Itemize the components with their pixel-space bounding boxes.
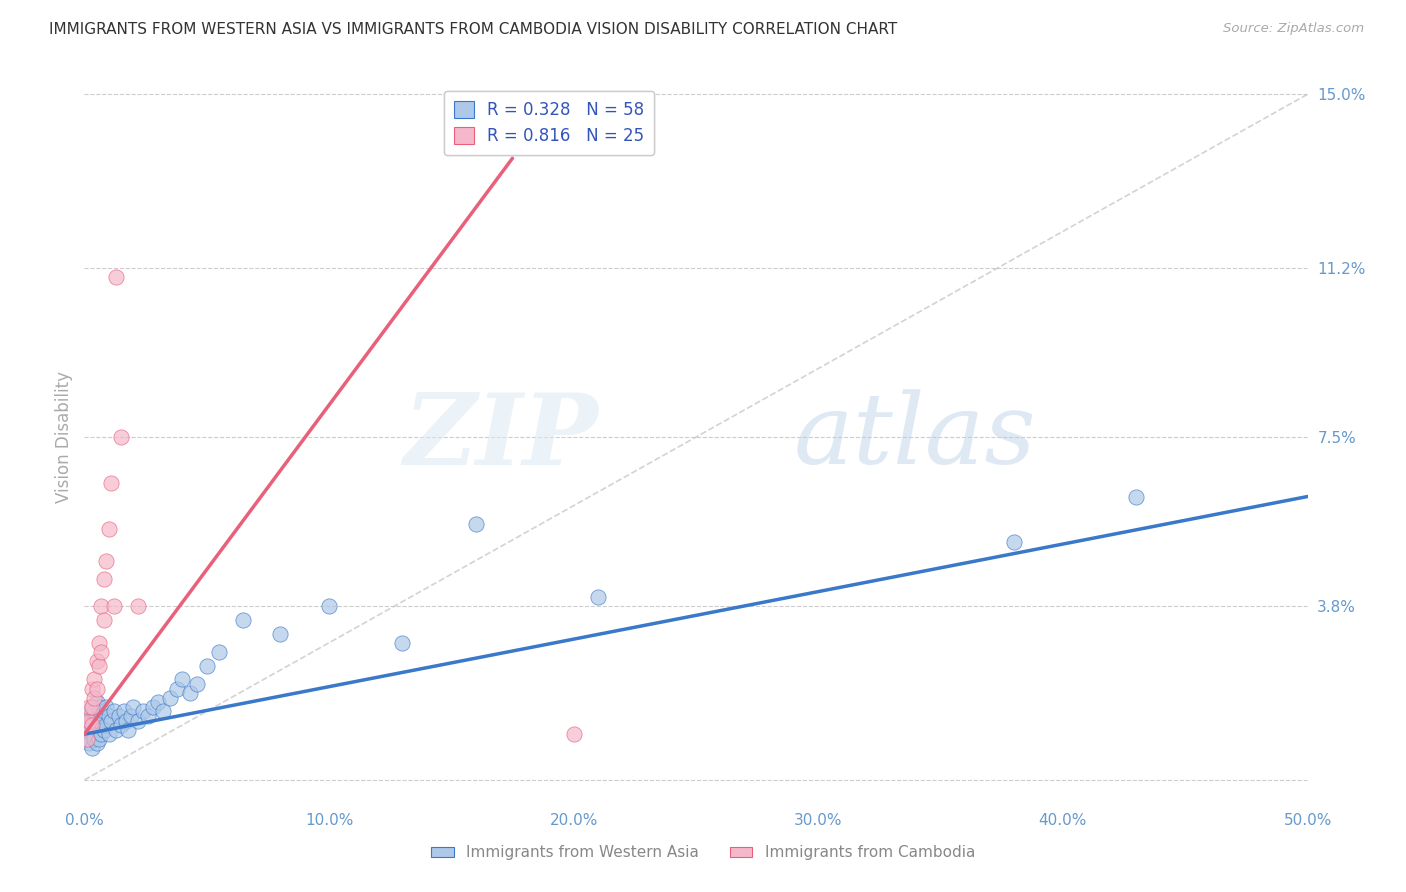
Point — [86, 736, 108, 750]
Point — [80, 718, 103, 732]
Point — [86, 654, 108, 668]
Point — [77, 714, 100, 728]
Y-axis label: Vision Disability: Vision Disability — [55, 371, 73, 503]
Point — [195, 658, 218, 673]
Point — [97, 709, 120, 723]
Point — [83, 690, 105, 705]
Point — [1002, 535, 1025, 549]
Point — [87, 636, 110, 650]
Point — [90, 709, 112, 723]
Point — [464, 516, 486, 531]
Point — [86, 695, 108, 709]
Point — [146, 695, 169, 709]
Point — [93, 613, 115, 627]
Point — [127, 714, 149, 728]
Point — [77, 736, 100, 750]
Point — [110, 430, 132, 444]
Point — [86, 723, 108, 737]
Point — [93, 705, 115, 719]
Point — [115, 714, 138, 728]
Point — [103, 705, 125, 719]
Point — [105, 723, 128, 737]
Point — [76, 731, 98, 746]
Point — [112, 705, 135, 719]
Text: ZIP: ZIP — [404, 389, 598, 485]
Point — [391, 636, 413, 650]
Point — [77, 709, 100, 723]
Point — [87, 699, 110, 714]
Point — [97, 727, 120, 741]
Point — [269, 626, 291, 640]
Point — [136, 709, 159, 723]
Point — [76, 714, 98, 728]
Point — [117, 723, 139, 737]
Point — [80, 714, 103, 728]
Point — [96, 553, 118, 567]
Point — [86, 709, 108, 723]
Point — [120, 709, 142, 723]
Point — [208, 645, 231, 659]
Point — [107, 709, 129, 723]
Point — [132, 705, 155, 719]
Point — [80, 740, 103, 755]
Point — [100, 475, 122, 490]
Point — [97, 521, 120, 535]
Point — [100, 714, 122, 728]
Point — [90, 599, 112, 614]
Point — [586, 590, 609, 604]
Point — [110, 718, 132, 732]
Text: IMMIGRANTS FROM WESTERN ASIA VS IMMIGRANTS FROM CAMBODIA VISION DISABILITY CORRE: IMMIGRANTS FROM WESTERN ASIA VS IMMIGRAN… — [49, 22, 897, 37]
Point — [90, 727, 112, 741]
Point — [83, 673, 105, 687]
Point — [179, 686, 201, 700]
Point — [105, 270, 128, 285]
Point — [76, 718, 98, 732]
Point — [87, 731, 110, 746]
Point — [87, 658, 110, 673]
Text: atlas: atlas — [794, 390, 1036, 484]
Point — [83, 718, 105, 732]
Point — [166, 681, 188, 696]
Point — [93, 572, 115, 586]
Point — [186, 677, 208, 691]
Point — [86, 681, 108, 696]
Point — [76, 731, 98, 746]
Point — [83, 731, 105, 746]
Point — [80, 699, 103, 714]
Point — [87, 714, 110, 728]
Point — [93, 723, 115, 737]
Legend: R = 0.328   N = 58, R = 0.816   N = 25: R = 0.328 N = 58, R = 0.816 N = 25 — [444, 91, 654, 155]
Legend: Immigrants from Western Asia, Immigrants from Cambodia: Immigrants from Western Asia, Immigrants… — [425, 839, 981, 866]
Point — [122, 699, 145, 714]
Point — [80, 727, 103, 741]
Point — [127, 599, 149, 614]
Point — [1125, 490, 1147, 504]
Point — [142, 699, 165, 714]
Point — [90, 645, 112, 659]
Text: Source: ZipAtlas.com: Source: ZipAtlas.com — [1223, 22, 1364, 36]
Point — [96, 699, 118, 714]
Point — [318, 599, 340, 614]
Point — [77, 723, 100, 737]
Point — [96, 718, 118, 732]
Point — [103, 599, 125, 614]
Point — [562, 727, 585, 741]
Point — [83, 705, 105, 719]
Point — [80, 699, 103, 714]
Point — [232, 613, 254, 627]
Point — [80, 681, 103, 696]
Point — [152, 705, 174, 719]
Point — [77, 699, 100, 714]
Point — [159, 690, 181, 705]
Point — [172, 673, 194, 687]
